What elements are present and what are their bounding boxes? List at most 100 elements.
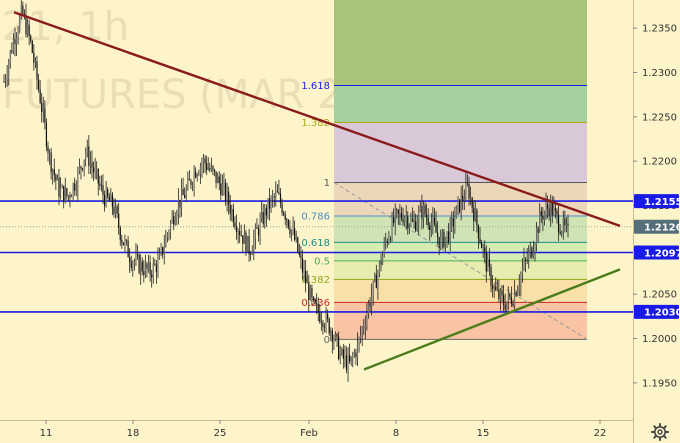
candle-body	[48, 152, 51, 154]
candle-body	[176, 213, 178, 220]
candle-body	[107, 189, 109, 197]
candle-body	[463, 199, 465, 201]
candle-body	[480, 242, 483, 249]
candle-body	[80, 166, 82, 169]
candle-body	[129, 257, 131, 263]
candle-body	[539, 211, 541, 233]
candle-body	[393, 217, 395, 224]
candle-body	[345, 355, 348, 370]
fib-label-0.618: 0.618	[301, 238, 330, 249]
candle-body	[37, 79, 40, 90]
candle-body	[333, 339, 335, 342]
candle-body	[39, 89, 41, 103]
candle-body	[124, 240, 126, 245]
candle-body	[202, 158, 205, 165]
candle-body	[44, 108, 46, 123]
candle-body	[366, 313, 368, 326]
level-badge-1.2155: 1.2155	[644, 197, 680, 208]
candle-body	[565, 223, 568, 226]
candle-body	[360, 335, 362, 339]
trendlines[interactable]	[13, 11, 621, 371]
candle-body	[74, 183, 76, 191]
candle-body	[353, 352, 355, 357]
candle-body	[426, 214, 428, 218]
candle-body	[474, 210, 476, 222]
candle-body	[411, 219, 414, 222]
candle-body	[133, 261, 135, 263]
candle-body	[25, 15, 27, 35]
candle-body	[391, 217, 393, 240]
candle-body	[344, 355, 346, 359]
fib-label-0.5: 0.5	[314, 256, 330, 267]
candle-body	[545, 204, 547, 213]
candle-body	[513, 292, 516, 306]
candle-body	[144, 263, 146, 275]
candle-body	[246, 236, 249, 253]
candle-body	[532, 251, 535, 258]
candle-body	[28, 24, 30, 36]
candle-body	[89, 162, 92, 166]
x-tick-label: 18	[127, 428, 140, 439]
settings-gear-icon[interactable]	[651, 423, 669, 441]
candle-body	[267, 198, 269, 216]
candle-body	[138, 254, 140, 273]
candle-body	[407, 216, 409, 229]
candle-body	[460, 195, 462, 212]
candle-body	[36, 61, 38, 80]
candle-body	[339, 353, 341, 359]
price-badges: 1.2155 1.2097 1.2030 1.2126	[634, 194, 680, 319]
candle-body	[235, 226, 238, 233]
candle-body	[261, 211, 263, 220]
candle-body	[320, 321, 322, 323]
candle-body	[441, 231, 443, 238]
candle-body	[512, 303, 514, 306]
candle-body	[86, 146, 88, 153]
fib-label-0.236: 0.236	[301, 298, 330, 309]
candle-body	[52, 169, 54, 173]
fibonacci-retracement[interactable]: 1.618 1.382 1 0.786 0.618 0.5 0.382 0.236 0	[301, 0, 588, 346]
y-tick-label: 1.2200	[642, 157, 677, 168]
candle-body	[551, 201, 553, 216]
candle-body	[448, 231, 450, 243]
candle-body	[477, 225, 480, 239]
candle-body	[336, 334, 338, 337]
candle-body	[452, 218, 454, 227]
level-badge-1.2155-bg	[634, 194, 679, 209]
candle-body	[8, 62, 10, 76]
candle-body	[239, 231, 241, 236]
fib-label-1: 1	[324, 178, 330, 189]
candle-body	[537, 228, 539, 233]
candle-body	[190, 180, 192, 185]
candle-body	[110, 194, 112, 202]
candle-body	[416, 223, 418, 231]
candle-body	[125, 240, 128, 242]
candle-body	[213, 169, 216, 172]
candle-body	[305, 271, 307, 284]
candle-body	[265, 208, 267, 216]
candle-body	[298, 251, 300, 255]
candle-body	[231, 209, 233, 214]
candle-body	[427, 217, 429, 226]
candle-body	[275, 191, 277, 198]
candle-body	[155, 264, 157, 273]
candle-body	[185, 188, 187, 198]
candle-body	[81, 168, 84, 170]
candle-body	[100, 185, 103, 187]
candle-body	[294, 228, 296, 240]
candle-body	[476, 210, 478, 226]
candle-body	[367, 303, 370, 314]
x-tick-label: 8	[393, 428, 399, 439]
trendline-uptrend	[363, 268, 621, 371]
candle-body	[199, 166, 201, 174]
candle-body	[402, 218, 404, 223]
candle-body	[557, 214, 560, 233]
level-badge-1.2097: 1.2097	[644, 248, 680, 259]
candle-body	[157, 258, 159, 273]
y-tick-label: 1.2300	[642, 68, 677, 79]
candle-body	[424, 205, 426, 215]
candle-body	[444, 236, 447, 248]
candle-body	[31, 40, 33, 53]
candle-body	[297, 237, 299, 252]
candle-body	[223, 182, 225, 184]
